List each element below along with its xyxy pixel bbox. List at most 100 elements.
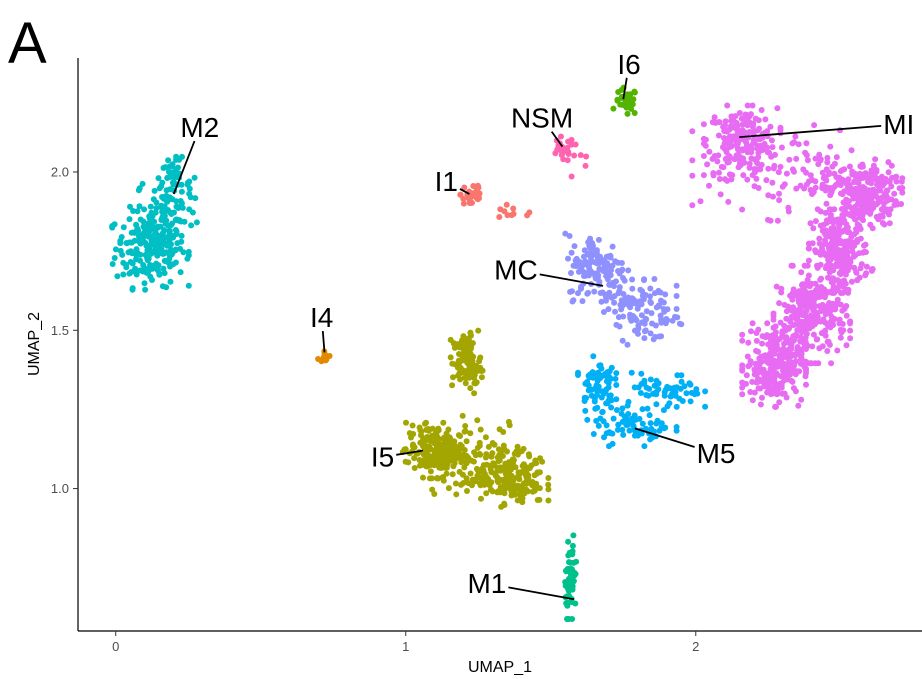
point-m1 [562,579,569,585]
point-i5 [479,367,486,374]
point-mi [823,200,830,207]
point-i5 [464,337,471,344]
leader-line-mi [739,125,882,138]
cluster-label-i1: I1 [435,166,458,197]
leader-line-i6 [622,77,628,100]
point-m5 [661,392,668,399]
point-mi [860,217,866,224]
point-i5 [464,488,470,494]
point-mi [826,171,833,177]
point-m2 [177,245,184,252]
point-m2 [166,251,173,258]
point-mc [592,270,599,277]
point-m2 [117,237,124,244]
point-mi [770,193,776,200]
point-mi [801,262,808,269]
point-i5 [423,463,430,470]
point-mc [586,267,593,274]
point-mi [838,206,845,212]
point-mi [814,262,820,269]
point-mi [814,248,820,255]
point-mi [830,219,837,226]
point-m5 [601,434,607,441]
point-mi [879,194,886,201]
point-m5 [615,421,622,428]
point-mc [562,230,569,237]
point-i6 [630,96,637,103]
point-i5 [449,360,456,367]
point-i5 [464,359,471,366]
label-leaders [172,77,882,601]
point-m5 [613,370,620,377]
point-mi [829,163,836,170]
point-mi [816,151,823,158]
point-mc [608,267,615,274]
point-mc [598,298,605,305]
point-mc [586,242,593,249]
point-i5 [445,485,452,492]
point-mi [837,334,844,341]
point-m5 [606,373,612,380]
point-mi [805,240,812,247]
point-mc [641,276,648,283]
point-mc [565,255,571,262]
point-mc [615,259,622,266]
point-m5 [586,374,593,381]
point-mi [841,256,848,263]
point-mi [773,386,780,393]
point-mi [826,206,833,213]
point-i5 [461,428,468,435]
point-mi [791,368,798,375]
point-mi [855,207,862,214]
point-nsm [572,141,579,148]
point-i5 [449,471,456,478]
point-i5 [425,427,432,434]
point-mi [777,380,784,387]
point-mi [793,155,800,162]
point-mc [587,249,594,256]
point-mc [632,298,639,305]
point-mi [824,228,831,235]
point-mi [822,209,829,216]
leader-line-mc [539,273,604,287]
point-mi [781,181,788,188]
point-i5 [449,382,456,389]
point-mi [808,360,815,367]
point-mi [750,140,756,147]
point-mi [761,372,768,379]
point-mi [854,277,861,283]
point-mi [798,350,805,357]
point-m2 [153,205,160,212]
point-mc [612,308,618,315]
point-mi [828,318,834,325]
point-i5 [487,466,494,473]
point-i5 [466,354,473,361]
point-i5 [483,451,490,458]
point-mi [781,361,788,368]
point-mi [803,282,810,289]
point-mi [865,187,872,194]
point-mc [647,285,654,292]
point-i1 [496,214,503,220]
leader-line-m1 [508,586,575,601]
point-mi [780,353,787,360]
point-m5 [688,389,695,396]
point-mi [814,294,821,301]
point-i5 [463,438,470,445]
point-mc [651,276,658,282]
point-mi [777,163,784,170]
point-mi [778,285,785,292]
point-mi [812,309,819,316]
point-mi [771,162,778,169]
point-mi [758,107,765,113]
point-m5 [702,403,709,410]
point-mc [627,304,634,311]
point-mi [791,362,798,369]
point-mi [754,370,761,377]
point-mi [819,169,826,176]
point-m5 [641,443,648,450]
point-mi [798,396,805,403]
point-mi [763,177,770,184]
point-mc [605,306,612,313]
point-m2 [159,250,166,257]
